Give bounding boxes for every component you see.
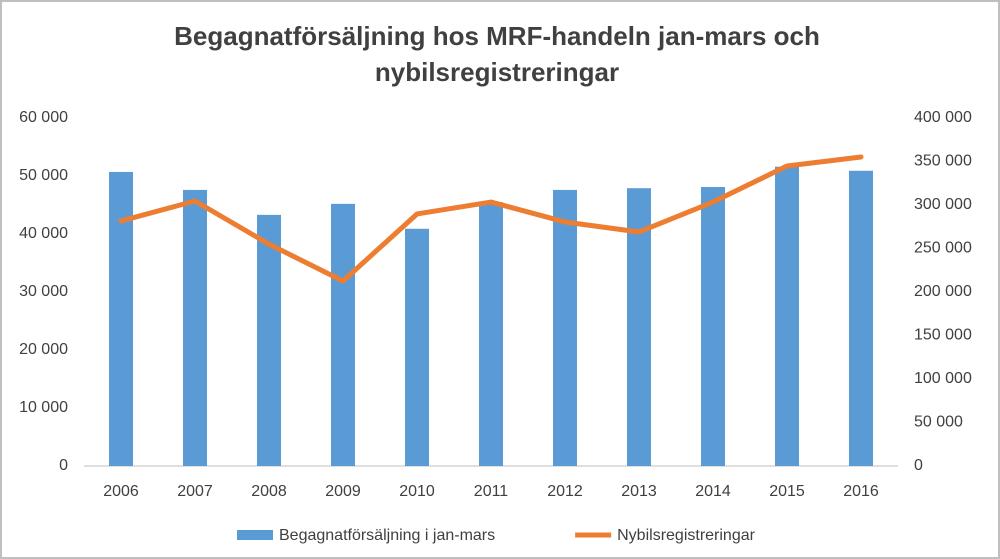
y2-tick-label: 300 000 [914, 196, 972, 213]
y2-tick-label: 50 000 [914, 414, 963, 431]
y-tick-label: 20 000 [19, 341, 68, 358]
y2-tick-label: 150 000 [914, 327, 972, 344]
x-tick-label: 2008 [251, 483, 287, 500]
bar [775, 166, 799, 466]
x-tick-label: 2006 [103, 483, 139, 500]
legend-label: Begagnatförsäljning i jan-mars [279, 527, 495, 544]
line [118, 154, 864, 284]
bar [257, 214, 281, 466]
bar [183, 189, 207, 467]
y-tick-label: 40 000 [19, 225, 68, 242]
bar [479, 202, 503, 466]
y-tick-label: 30 000 [19, 283, 68, 300]
bar [627, 188, 651, 466]
x-tick-label: 2013 [621, 483, 657, 500]
y-tick-label: 60 000 [19, 109, 68, 126]
bar [849, 170, 873, 466]
legend-swatch [237, 530, 273, 540]
x-tick-label: 2010 [399, 483, 435, 500]
x-tick-label: 2012 [547, 483, 583, 500]
bar [701, 187, 725, 466]
y2-tick-label: 250 000 [914, 240, 972, 257]
x-tick-label: 2009 [325, 483, 361, 500]
bar [109, 171, 133, 466]
bar [553, 189, 577, 467]
x-tick-label: 2007 [177, 483, 213, 500]
x-tick-label: 2016 [843, 483, 879, 500]
bar [405, 228, 429, 466]
y2-tick-label: 100 000 [914, 370, 972, 387]
y2-tick-label: 200 000 [914, 283, 972, 300]
y-tick-label: 0 [59, 457, 68, 474]
chart-title: Begagnatförsäljning hos MRF-handeln jan-… [174, 21, 820, 87]
y2-tick-label: 0 [914, 457, 923, 474]
y-tick-label: 10 000 [19, 399, 68, 416]
y-tick-label: 50 000 [19, 167, 68, 184]
x-tick-label: 2015 [769, 483, 805, 500]
bar [331, 203, 355, 466]
y2-tick-label: 350 000 [914, 153, 972, 170]
x-tick-label: 2014 [695, 483, 731, 500]
x-tick-label: 2011 [474, 483, 509, 500]
legend-label: Nybilsregistreringar [617, 527, 755, 544]
y2-tick-label: 400 000 [914, 109, 972, 126]
